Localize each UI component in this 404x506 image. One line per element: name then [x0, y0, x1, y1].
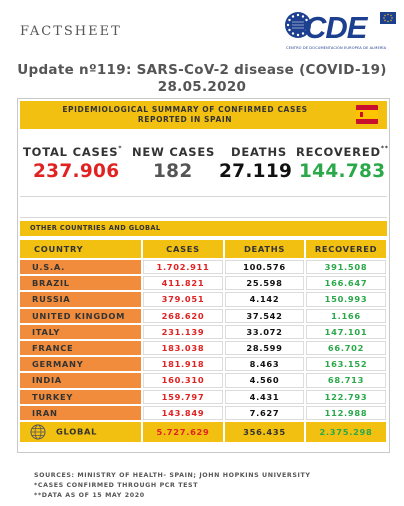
country-cell: IRAN — [20, 404, 143, 422]
deaths-cell: 4.431 — [224, 388, 306, 406]
country-cell: RUSSIA — [20, 291, 143, 309]
table-row: UNITED KINGDOM 268.620 37.542 1.166 — [20, 307, 388, 325]
table-header-row: COUNTRY CASES DEATHS RECOVERED — [20, 240, 388, 260]
eu-stars-logo-icon — [285, 12, 311, 38]
update-date: 28.05.2020 — [157, 79, 247, 95]
country-cell: ITALY — [20, 323, 143, 341]
table-row: U.S.A. 1.702.911 100.576 391.508 — [20, 259, 388, 277]
cases-cell: 160.310 — [142, 372, 225, 390]
divider-line — [20, 217, 387, 218]
global-deaths-cell: 356.435 — [224, 420, 306, 444]
country-cell: INDIA — [20, 372, 143, 390]
countries-table: COUNTRY CASES DEATHS RECOVERED U.S.A. 1.… — [20, 240, 388, 444]
cases-cell: 143.849 — [142, 404, 225, 422]
recovered-value: 144.783 — [299, 161, 386, 182]
content-frame — [17, 98, 390, 453]
cases-cell: 411.821 — [142, 275, 225, 293]
global-recovered-cell: 2.375.298 — [305, 420, 388, 444]
table-row: TURKEY 159.797 4.431 122.793 — [20, 388, 388, 406]
deaths-cell: 25.598 — [224, 275, 306, 293]
cases-cell: 268.620 — [142, 307, 225, 325]
cases-cell: 231.139 — [142, 323, 225, 341]
cases-cell: 181.918 — [142, 356, 225, 374]
cases-cell: 379.051 — [142, 291, 225, 309]
global-cases-cell: 5.727.629 — [142, 420, 225, 444]
deaths-value: 27.119 — [219, 161, 293, 182]
update-title: Update nº119: SARS-CoV-2 disease (COVID-… — [17, 62, 387, 78]
recovered-cell: 1.166 — [305, 307, 388, 325]
header-country: COUNTRY — [20, 240, 143, 260]
footer-note-date: **DATA AS OF 15 MAY 2020 — [34, 492, 145, 499]
summary-banner-line2: REPORTED IN SPAIN — [137, 115, 233, 124]
total-cases-label: TOTAL CASES* — [23, 145, 123, 159]
deaths-cell: 33.072 — [224, 323, 306, 341]
deaths-label: DEATHS — [231, 145, 287, 159]
cases-cell: 159.797 — [142, 388, 225, 406]
summary-banner-line1: EPIDEMIOLOGICAL SUMMARY OF CONFIRMED CAS… — [62, 105, 308, 114]
recovered-cell: 166.647 — [305, 275, 388, 293]
other-countries-banner: OTHER COUNTRIES AND GLOBAL — [20, 221, 387, 236]
deaths-cell: 4.560 — [224, 372, 306, 390]
deaths-cell: 28.599 — [224, 339, 306, 358]
globe-icon — [30, 424, 46, 440]
total-cases-value: 237.906 — [33, 161, 120, 182]
footer-note-pcr: *CASES CONFIRMED THROUGH PCR TEST — [34, 482, 199, 489]
header-deaths: DEATHS — [224, 240, 306, 260]
divider-line — [20, 196, 387, 197]
table-row: ITALY 231.139 33.072 147.101 — [20, 323, 388, 341]
cases-cell: 1.702.911 — [142, 259, 225, 277]
recovered-cell: 150.993 — [305, 291, 388, 309]
recovered-cell: 122.793 — [305, 388, 388, 406]
table-row: FRANCE 183.038 28.599 66.702 — [20, 339, 388, 358]
table-row: INDIA 160.310 4.560 68.713 — [20, 372, 388, 390]
deaths-cell: 37.542 — [224, 307, 306, 325]
country-cell: TURKEY — [20, 388, 143, 406]
table-row: BRAZIL 411.821 25.598 166.647 — [20, 275, 388, 293]
new-cases-value: 182 — [153, 161, 193, 182]
recovered-cell: 68.713 — [305, 372, 388, 390]
global-row: GLOBAL 5.727.629 356.435 2.375.298 — [20, 420, 388, 444]
recovered-label: RECOVERED** — [296, 145, 389, 159]
recovered-cell: 163.152 — [305, 356, 388, 374]
deaths-cell: 100.576 — [224, 259, 306, 277]
table-row: RUSSIA 379.051 4.142 150.993 — [20, 291, 388, 309]
country-cell: BRAZIL — [20, 275, 143, 293]
other-countries-label: OTHER COUNTRIES AND GLOBAL — [30, 224, 161, 232]
global-label-cell: GLOBAL — [20, 420, 143, 444]
spain-flag-icon — [356, 105, 378, 124]
country-cell: UNITED KINGDOM — [20, 307, 143, 325]
country-cell: GERMANY — [20, 356, 143, 374]
spain-totals: TOTAL CASES* 237.906 NEW CASES 182 DEATH… — [20, 139, 389, 199]
country-cell: U.S.A. — [20, 259, 143, 277]
deaths-cell: 4.142 — [224, 291, 306, 309]
factsheet-label: FACTSHEET — [20, 24, 122, 39]
deaths-cell: 8.463 — [224, 356, 306, 374]
summary-banner: EPIDEMIOLOGICAL SUMMARY OF CONFIRMED CAS… — [20, 101, 387, 129]
recovered-cell: 391.508 — [305, 259, 388, 277]
recovered-cell: 112.988 — [305, 404, 388, 422]
footer-sources: SOURCES: MINISTRY OF HEALTH- SPAIN; JOHN… — [34, 472, 311, 479]
deaths-cell: 7.627 — [224, 404, 306, 422]
logo-wordmark: CDE — [304, 10, 367, 45]
country-cell: FRANCE — [20, 339, 143, 358]
logo-subtitle: CENTRO DE DOCUMENTACIÓN EUROPEA DE ALMER… — [286, 46, 387, 50]
header-recovered: RECOVERED — [305, 240, 388, 260]
eu-flag-icon — [380, 12, 396, 24]
header-cases: CASES — [142, 240, 225, 260]
cases-cell: 183.038 — [142, 339, 225, 358]
cde-logo: CDE CENTRO DE DOCUMENTACIÓN EUROPEA DE A… — [282, 8, 398, 54]
new-cases-label: NEW CASES — [132, 145, 216, 159]
recovered-cell: 66.702 — [305, 339, 388, 358]
global-label: GLOBAL — [56, 426, 98, 437]
table-row: IRAN 143.849 7.627 112.988 — [20, 404, 388, 422]
recovered-cell: 147.101 — [305, 323, 388, 341]
table-row: GERMANY 181.918 8.463 163.152 — [20, 356, 388, 374]
